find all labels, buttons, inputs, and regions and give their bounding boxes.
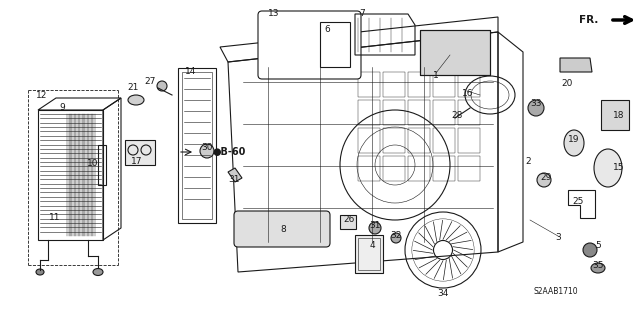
- Bar: [408, 100, 430, 125]
- Bar: [433, 72, 455, 97]
- Bar: [433, 156, 455, 181]
- Bar: [601, 100, 629, 130]
- Text: FR.: FR.: [579, 15, 598, 25]
- Text: 14: 14: [186, 68, 196, 77]
- Ellipse shape: [93, 269, 103, 276]
- Text: 1: 1: [433, 70, 439, 79]
- Bar: [340, 215, 356, 229]
- Bar: [408, 128, 430, 153]
- Bar: [320, 22, 350, 67]
- Text: 33: 33: [531, 99, 541, 108]
- Text: 11: 11: [49, 213, 61, 222]
- Ellipse shape: [36, 269, 44, 275]
- Bar: [358, 156, 380, 181]
- Text: 12: 12: [36, 91, 48, 100]
- Polygon shape: [420, 30, 490, 75]
- Bar: [383, 100, 405, 125]
- Text: ●B-60: ●B-60: [212, 147, 245, 157]
- Bar: [355, 235, 383, 273]
- Text: 21: 21: [127, 84, 139, 93]
- Circle shape: [157, 81, 167, 91]
- Circle shape: [391, 233, 401, 243]
- Text: 7: 7: [359, 10, 365, 19]
- Ellipse shape: [591, 263, 605, 273]
- Bar: [458, 128, 480, 153]
- Text: 34: 34: [437, 290, 449, 299]
- Text: 30: 30: [201, 144, 212, 152]
- Text: 25: 25: [572, 197, 584, 206]
- Text: 29: 29: [540, 173, 552, 182]
- Ellipse shape: [594, 149, 622, 187]
- Bar: [408, 72, 430, 97]
- Bar: [98, 145, 106, 185]
- Text: 6: 6: [324, 26, 330, 34]
- Polygon shape: [228, 168, 242, 182]
- Bar: [458, 156, 480, 181]
- Bar: [38, 110, 103, 240]
- Bar: [458, 100, 480, 125]
- Text: 31: 31: [369, 220, 381, 229]
- Bar: [383, 156, 405, 181]
- Text: 27: 27: [144, 78, 156, 86]
- Bar: [408, 156, 430, 181]
- Ellipse shape: [564, 130, 584, 156]
- Circle shape: [200, 144, 214, 158]
- Text: 3: 3: [555, 234, 561, 242]
- Bar: [182, 72, 212, 219]
- Polygon shape: [560, 58, 592, 72]
- Bar: [358, 100, 380, 125]
- Bar: [358, 238, 380, 270]
- Text: 15: 15: [613, 164, 625, 173]
- Bar: [433, 100, 455, 125]
- FancyBboxPatch shape: [234, 211, 330, 247]
- Text: 31: 31: [228, 175, 240, 184]
- Text: 28: 28: [451, 110, 463, 120]
- Text: 13: 13: [268, 10, 280, 19]
- Bar: [358, 128, 380, 153]
- Text: S2AAB1710: S2AAB1710: [533, 286, 578, 295]
- Text: 4: 4: [369, 241, 375, 249]
- Bar: [383, 72, 405, 97]
- Bar: [420, 30, 490, 75]
- Text: 35: 35: [592, 261, 604, 270]
- Circle shape: [528, 100, 544, 116]
- Circle shape: [537, 173, 551, 187]
- Text: 32: 32: [390, 231, 402, 240]
- Bar: [383, 128, 405, 153]
- Ellipse shape: [128, 95, 144, 105]
- Text: 19: 19: [568, 136, 580, 145]
- Text: 2: 2: [525, 158, 531, 167]
- Text: 9: 9: [59, 103, 65, 113]
- Text: 18: 18: [613, 110, 625, 120]
- Text: 10: 10: [87, 159, 99, 167]
- Text: 16: 16: [462, 88, 474, 98]
- Bar: [178, 68, 216, 223]
- Bar: [433, 128, 455, 153]
- Text: 26: 26: [343, 214, 355, 224]
- Bar: [358, 72, 380, 97]
- FancyBboxPatch shape: [258, 11, 361, 79]
- Circle shape: [369, 222, 381, 234]
- Text: 8: 8: [280, 226, 286, 234]
- Polygon shape: [125, 140, 155, 165]
- Bar: [458, 72, 480, 97]
- Text: 20: 20: [561, 78, 573, 87]
- Circle shape: [583, 243, 597, 257]
- Text: 17: 17: [131, 158, 143, 167]
- Text: 5: 5: [595, 241, 601, 250]
